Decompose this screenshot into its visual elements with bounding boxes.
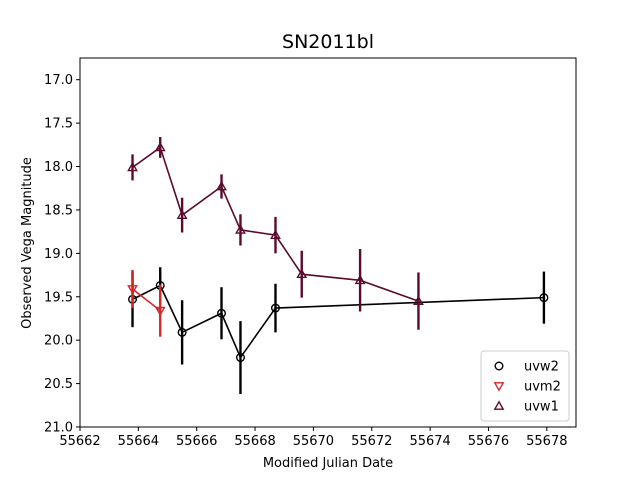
x-tick-label: 55666 [176,434,217,449]
plot-area [127,137,549,395]
data-point-uvw2 [270,303,280,313]
y-tick-label: 19.5 [44,290,73,305]
legend-marker-uvw2 [494,361,504,371]
series-uvm2 [127,269,166,337]
legend: uvw2 uvm2 uvw1 [480,350,570,422]
y-axis-label: Observed Vega Magnitude [20,157,35,329]
data-point-uvw2 [177,327,187,337]
x-tick-label: 55664 [118,434,159,449]
data-point-uvw1 [354,274,366,285]
data-point-uvw2 [539,293,549,303]
data-point-uvw2 [235,353,245,363]
data-point-uvw1 [216,180,227,191]
x-axis: 55662 55664 55666 55668 55670 55672 55674 55676… [59,427,568,449]
legend-marker-uvm2 [493,382,505,392]
y-tick-label: 18.5 [44,203,73,218]
x-tick-label: 55678 [526,434,567,449]
y-tick-label: 20.0 [44,334,73,349]
chart-title: SN2011bl [282,31,374,53]
legend-marker-uvw1 [493,400,505,410]
legend-label-uvw2: uvw2 [524,360,559,375]
legend-label-uvm2: uvm2 [524,380,561,395]
y-tick-label: 20.5 [44,377,73,392]
legend-label-uvw1: uvw1 [524,400,559,415]
data-point-uvw1 [270,229,281,239]
y-tick-label: 19.0 [44,247,73,262]
data-point-uvw1 [413,295,424,305]
data-point-uvm2 [127,285,138,295]
legend-box [480,350,570,422]
y-tick-label: 17.0 [44,73,73,88]
x-tick-label: 55674 [409,434,450,449]
y-tick-label: 18.0 [44,160,73,175]
x-tick-label: 55662 [59,434,100,449]
data-point-uvw1 [235,224,246,234]
y-tick-label: 21.0 [44,421,73,436]
x-tick-label: 55670 [293,434,334,449]
x-tick-label: 55672 [351,434,392,449]
data-point-uvw1 [176,209,188,220]
y-axis: 17.0 17.5 18.0 18.5 19.0 19.5 20.0 20.5 21.0 [44,73,80,436]
y-tick-label: 17.5 [44,117,73,132]
x-axis-label: Modified Julian Date [263,456,393,471]
data-point-uvw1 [296,268,308,279]
data-point-uvw2 [217,308,227,318]
series-uvw1 [127,137,424,330]
x-tick-label: 55668 [234,434,275,449]
data-point-uvw1 [154,141,166,152]
data-point-uvm2 [154,306,166,317]
data-point-uvw1 [127,161,138,172]
x-tick-label: 55676 [468,434,509,449]
plot-frame [79,57,577,428]
